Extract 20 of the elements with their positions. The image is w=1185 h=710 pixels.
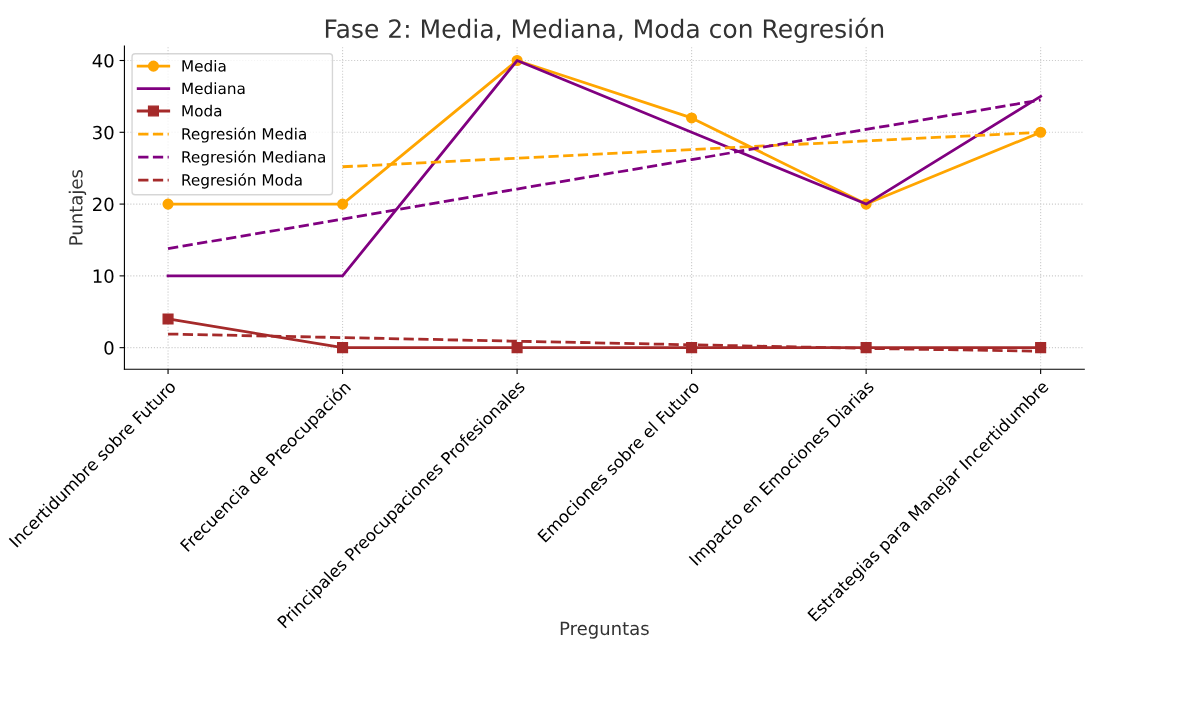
- legend-label: Regresión Moda: [182, 173, 302, 189]
- legend-label: Regresión Mediana: [182, 150, 325, 166]
- legend-label: Media: [182, 59, 226, 72]
- point: [511, 342, 523, 354]
- point: [162, 198, 174, 210]
- legend-label: Mediana: [182, 82, 245, 95]
- y-tick-label: 20: [93, 197, 114, 212]
- y-tick-label: 0: [104, 341, 114, 355]
- legend-label: Regresión Media: [182, 127, 306, 143]
- chart-title: Fase 2: Media, Mediana, Moda con Regresión: [325, 17, 884, 44]
- point: [337, 198, 349, 210]
- x-axis-title: Preguntas: [560, 621, 649, 639]
- point: [337, 342, 349, 354]
- point: [686, 112, 698, 124]
- y-tick-label: 10: [93, 269, 114, 283]
- legend-label: Moda: [182, 104, 222, 117]
- y-axis-title: Puntajes: [68, 169, 87, 245]
- y-tick-label: 30: [93, 125, 114, 140]
- point: [162, 313, 174, 325]
- y-tick-label: 40: [92, 53, 114, 68]
